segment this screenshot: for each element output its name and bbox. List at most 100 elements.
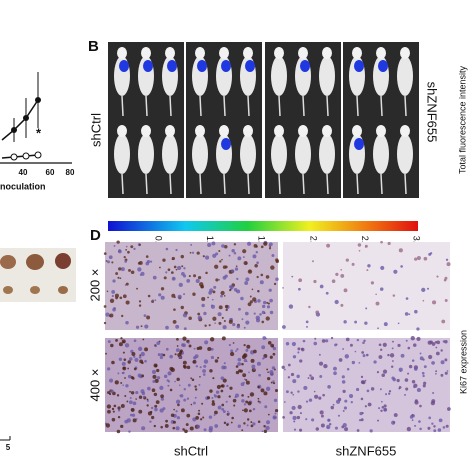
cell-nucleus [308,398,313,402]
cell-nucleus [169,388,173,392]
cell-nucleus [217,395,221,399]
cell-nucleus [164,423,169,428]
cell-nucleus [405,339,408,342]
cell-nucleus [234,393,239,398]
side-label: Ki67 expression [458,330,468,394]
cell-nucleus [229,351,235,357]
cell-nucleus [237,424,241,428]
cell-nucleus [112,279,116,283]
cell-nucleus [215,390,220,394]
cell-nucleus [132,418,137,423]
cell-nucleus [129,413,133,417]
cell-nucleus [404,393,406,396]
cell-nucleus [181,265,184,268]
cell-nucleus [358,249,361,252]
mouse-tail [404,95,407,117]
cell-nucleus [272,352,276,356]
cell-nucleus [320,423,325,428]
cell-nucleus [421,371,425,375]
cell-nucleus [398,367,403,372]
cell-nucleus [335,399,341,404]
cell-nucleus [111,290,116,294]
x-tick-label: 40 [19,168,28,177]
cell-nucleus [138,409,143,414]
cell-nucleus [421,287,426,292]
cell-nucleus [143,314,147,317]
cell-nucleus [291,275,294,278]
cell-nucleus [302,339,306,343]
cell-nucleus [133,247,136,251]
cell-nucleus [236,348,239,351]
cell-nucleus [223,421,227,425]
cell-nucleus [380,240,383,244]
cell-nucleus [204,324,207,327]
cell-nucleus [225,308,228,312]
cell-nucleus [159,355,164,360]
cell-nucleus [263,391,268,396]
cell-nucleus [323,363,328,369]
cell-nucleus [343,406,348,410]
cell-nucleus [272,346,277,351]
signal [354,60,364,72]
cell-nucleus [232,342,235,344]
cell-nucleus [333,366,337,371]
cell-nucleus [334,299,339,305]
cell-nucleus [285,342,290,346]
series-line [1,154,39,159]
cell-nucleus [437,428,442,432]
cell-nucleus [290,391,293,394]
cell-nucleus [445,258,449,261]
cell-nucleus [217,405,222,410]
cell-nucleus [338,358,343,362]
cell-nucleus [427,426,431,430]
cell-nucleus [385,393,388,396]
cell-nucleus [116,394,120,397]
mouse [162,134,178,174]
cell-nucleus [236,324,241,329]
cell-nucleus [422,384,426,388]
cell-nucleus [344,427,349,432]
cell-nucleus [299,359,303,363]
cell-nucleus [203,311,207,316]
cell-nucleus [128,400,133,405]
cell-nucleus [220,294,223,298]
signal [300,60,310,72]
cell-nucleus [381,373,385,378]
cell-nucleus [224,274,228,278]
cell-nucleus [379,388,382,391]
cell-nucleus [136,287,139,290]
cell-nucleus [213,414,216,416]
cell-nucleus [124,343,130,348]
cell-nucleus [199,375,201,378]
cell-nucleus [382,369,388,374]
cell-nucleus [274,412,277,415]
cell-nucleus [445,424,449,428]
cell-nucleus [293,428,297,431]
cell-nucleus [246,241,252,246]
cell-nucleus [153,363,158,368]
cell-nucleus [428,416,432,420]
point [10,153,18,161]
cell-nucleus [220,376,225,380]
cell-nucleus [141,426,146,431]
cell-nucleus [125,300,130,305]
cell-nucleus [327,385,331,389]
cell-nucleus [253,349,257,354]
cell-nucleus [259,280,264,285]
cell-nucleus [207,296,209,299]
cell-nucleus [251,364,256,369]
cell-nucleus [212,253,217,258]
histology-image [283,242,450,330]
cell-nucleus [351,360,356,365]
cell-nucleus [163,374,168,379]
cell-nucleus [297,404,302,410]
cell-nucleus [126,400,129,403]
cell-nucleus [142,395,146,398]
cell-nucleus [365,307,368,310]
cell-nucleus [388,390,392,393]
cell-nucleus [170,413,175,418]
cell-nucleus [138,346,143,352]
cell-nucleus [165,347,169,351]
point [22,152,30,160]
cell-nucleus [221,258,223,261]
